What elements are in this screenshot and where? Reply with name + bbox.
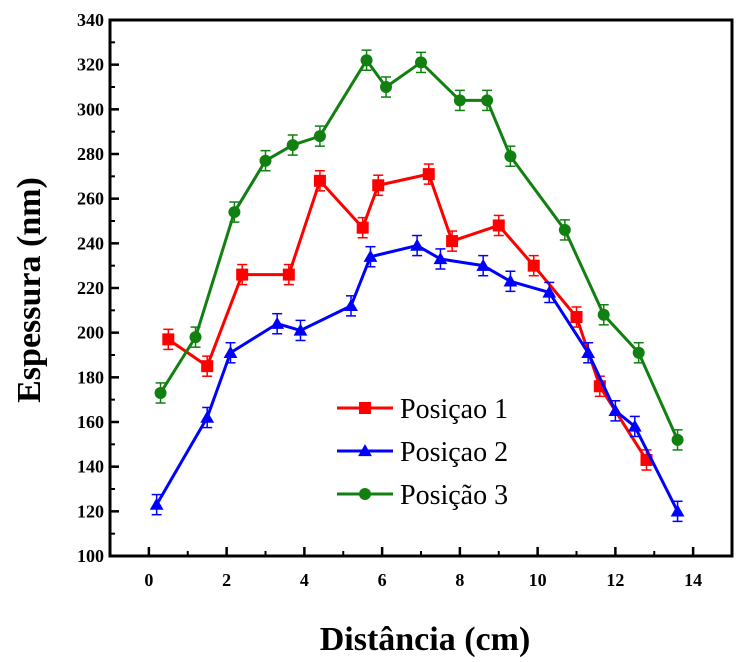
data-point (504, 150, 517, 163)
legend-label: Posição 3 (400, 480, 508, 511)
data-point (162, 333, 175, 346)
data-point (492, 219, 505, 232)
data-point (149, 497, 164, 510)
data-point (189, 331, 202, 344)
x-tick-label: 0 (144, 570, 153, 590)
data-point (363, 249, 378, 262)
data-point (597, 308, 610, 321)
y-tick-label: 180 (77, 367, 104, 387)
legend-item-1: Posiçao 1 (337, 394, 508, 425)
data-point (671, 433, 684, 446)
data-point (608, 403, 623, 417)
legend-label: Posiçao 1 (400, 394, 508, 425)
data-point (154, 386, 167, 399)
series-group (149, 49, 685, 523)
data-point (446, 235, 459, 248)
y-tick-label: 100 (77, 546, 104, 566)
data-point (422, 168, 435, 181)
y-tick-label: 280 (77, 144, 104, 164)
x-tick-label: 4 (300, 570, 309, 590)
y-tick-label: 140 (77, 457, 104, 477)
y-tick-label: 220 (77, 278, 104, 298)
data-point (415, 56, 427, 69)
series-line (167, 172, 648, 461)
data-point (313, 174, 326, 187)
data-point (670, 504, 685, 517)
y-tick-label: 200 (77, 323, 104, 343)
legend-item-2: Posiçao 2 (337, 437, 508, 468)
data-point (313, 130, 326, 143)
data-point (282, 268, 295, 281)
legend-swatch-marker (358, 444, 372, 457)
x-tick-label: 8 (455, 570, 464, 590)
data-point (581, 345, 596, 358)
data-point (410, 238, 425, 251)
data-point (293, 323, 308, 336)
data-point (259, 154, 272, 167)
axes: 100 120 140 160 180 200 220 240 260 280 300 320 340 0… (77, 10, 733, 590)
data-point (200, 410, 215, 423)
data-point (270, 316, 285, 329)
data-point (286, 139, 299, 152)
data-point (542, 285, 557, 298)
data-point (481, 94, 494, 107)
y-tick-label: 300 (77, 99, 104, 119)
legend-swatch-marker (359, 488, 371, 500)
series-line (159, 58, 679, 441)
x-tick-label: 14 (684, 570, 702, 590)
y-tick-label: 120 (77, 501, 104, 521)
data-point (632, 346, 645, 359)
series-line (155, 244, 679, 513)
y-tick-label: 240 (77, 233, 104, 253)
data-point (527, 259, 540, 272)
data-point (228, 206, 241, 219)
x-tick-label: 10 (529, 570, 547, 590)
x-tick-label: 6 (378, 570, 387, 590)
data-point (570, 311, 583, 324)
data-point (236, 268, 249, 281)
data-point (380, 81, 393, 93)
legend-label: Posiçao 2 (400, 437, 508, 468)
x-tick-label: 12 (606, 570, 624, 590)
data-point (503, 274, 518, 287)
series-2 (149, 234, 685, 523)
data-point (223, 345, 238, 358)
y-tick-label: 340 (77, 10, 104, 30)
x-tick-label: 2 (222, 570, 231, 590)
data-point (433, 252, 448, 265)
data-point (372, 179, 385, 192)
data-point (356, 221, 369, 234)
y-tick-label: 320 (77, 55, 104, 75)
data-point (476, 258, 491, 271)
series-3 (154, 49, 684, 451)
data-point (201, 360, 214, 373)
y-tick-label: 260 (77, 189, 104, 209)
data-point (360, 54, 373, 67)
legend-swatch-marker (359, 402, 371, 414)
y-axis-title: Espessura (nm) (11, 177, 48, 403)
x-axis-title: Distância (cm) (320, 621, 531, 658)
legend: Posiçao 1 Posiçao 2 Posição 3 (337, 394, 508, 511)
data-point (453, 94, 466, 107)
y-tick-label: 160 (77, 412, 104, 432)
legend-item-3: Posição 3 (337, 480, 508, 511)
data-point (558, 223, 571, 236)
data-point (627, 419, 642, 432)
data-point (344, 298, 358, 312)
